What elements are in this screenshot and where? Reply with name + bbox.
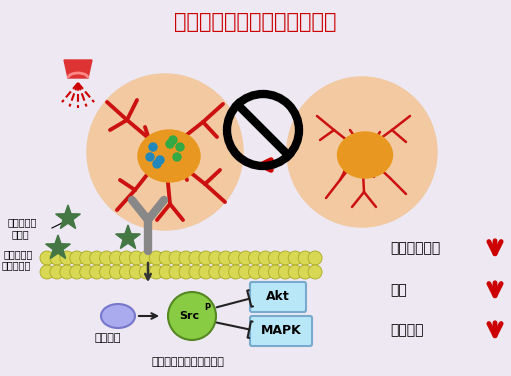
Circle shape [100, 265, 113, 279]
Circle shape [239, 265, 252, 279]
Circle shape [120, 265, 133, 279]
Circle shape [159, 265, 173, 279]
Text: 內皮細胞存活: 內皮細胞存活 [390, 241, 440, 255]
Circle shape [40, 265, 54, 279]
Circle shape [140, 265, 153, 279]
Circle shape [259, 251, 272, 265]
Polygon shape [45, 235, 71, 259]
Circle shape [239, 251, 252, 265]
Text: 脈絡膜新生血管內皮細胞: 脈絡膜新生血管內皮細胞 [152, 357, 224, 367]
Text: 血管內皮生: 血管內皮生 [4, 249, 33, 259]
Circle shape [268, 265, 283, 279]
Circle shape [259, 265, 272, 279]
Circle shape [268, 251, 283, 265]
Circle shape [308, 265, 322, 279]
Circle shape [219, 265, 233, 279]
Circle shape [209, 265, 223, 279]
Circle shape [169, 136, 177, 144]
Circle shape [100, 251, 113, 265]
Text: P: P [204, 303, 210, 311]
Circle shape [60, 251, 74, 265]
Circle shape [149, 251, 163, 265]
Circle shape [209, 251, 223, 265]
Circle shape [228, 251, 243, 265]
Circle shape [109, 251, 124, 265]
Circle shape [70, 265, 84, 279]
Circle shape [199, 251, 213, 265]
Text: 血管新生: 血管新生 [390, 323, 424, 337]
Circle shape [278, 265, 292, 279]
Circle shape [176, 143, 184, 151]
Circle shape [288, 251, 302, 265]
Polygon shape [56, 205, 80, 229]
Circle shape [169, 265, 183, 279]
FancyBboxPatch shape [250, 316, 312, 346]
Circle shape [179, 251, 193, 265]
Circle shape [156, 156, 164, 164]
Circle shape [173, 153, 181, 161]
Polygon shape [115, 225, 141, 249]
Circle shape [109, 265, 124, 279]
Circle shape [248, 265, 263, 279]
Text: 長因子: 長因子 [12, 229, 30, 239]
Circle shape [179, 265, 193, 279]
Circle shape [89, 265, 104, 279]
Ellipse shape [138, 130, 200, 182]
Circle shape [199, 265, 213, 279]
Polygon shape [64, 60, 92, 78]
Circle shape [308, 251, 322, 265]
Circle shape [166, 140, 174, 148]
Text: Akt: Akt [266, 291, 290, 303]
Circle shape [80, 251, 94, 265]
Text: 達沙替尼: 達沙替尼 [95, 333, 121, 343]
Text: 血管內皮生: 血管內皮生 [8, 217, 37, 227]
Circle shape [140, 251, 153, 265]
Circle shape [50, 251, 64, 265]
Circle shape [278, 251, 292, 265]
Circle shape [120, 251, 133, 265]
Circle shape [169, 251, 183, 265]
Text: 抗血管新生療法抑制血管增生: 抗血管新生療法抑制血管增生 [174, 12, 336, 32]
Circle shape [40, 251, 54, 265]
Circle shape [87, 74, 243, 230]
Text: MAPK: MAPK [261, 324, 301, 338]
Circle shape [89, 251, 104, 265]
Circle shape [60, 265, 74, 279]
Circle shape [287, 77, 437, 227]
Ellipse shape [337, 132, 392, 178]
FancyBboxPatch shape [250, 282, 306, 312]
Circle shape [129, 265, 144, 279]
Ellipse shape [101, 304, 135, 328]
Circle shape [298, 265, 312, 279]
Text: Src: Src [179, 311, 199, 321]
Circle shape [168, 292, 216, 340]
Circle shape [50, 265, 64, 279]
Circle shape [129, 251, 144, 265]
Circle shape [153, 160, 161, 168]
Text: 長因子受體: 長因子受體 [2, 260, 31, 270]
Text: 遷移: 遷移 [390, 283, 407, 297]
Circle shape [70, 251, 84, 265]
Circle shape [298, 251, 312, 265]
Circle shape [288, 265, 302, 279]
Circle shape [146, 153, 154, 161]
Circle shape [80, 265, 94, 279]
Circle shape [228, 265, 243, 279]
Circle shape [149, 143, 157, 151]
Circle shape [149, 265, 163, 279]
Circle shape [189, 251, 203, 265]
Circle shape [189, 265, 203, 279]
Circle shape [159, 251, 173, 265]
Circle shape [219, 251, 233, 265]
Circle shape [248, 251, 263, 265]
